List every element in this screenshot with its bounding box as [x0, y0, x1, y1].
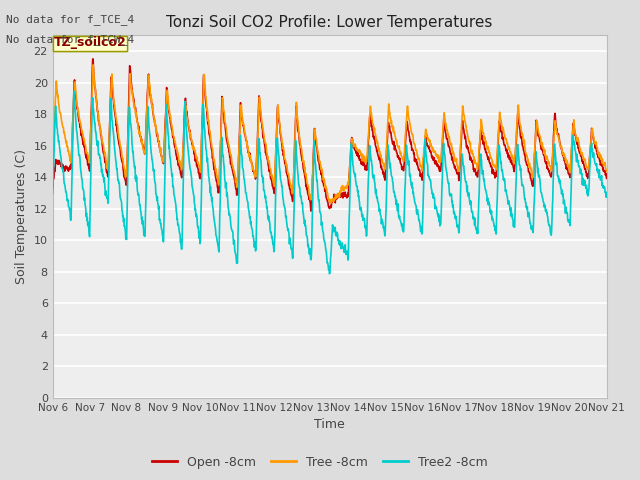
X-axis label: Time: Time	[314, 419, 345, 432]
Y-axis label: Soil Temperatures (C): Soil Temperatures (C)	[15, 149, 28, 284]
Text: No data for f_TCW_4: No data for f_TCW_4	[6, 34, 134, 45]
Title: Tonzi Soil CO2 Profile: Lower Temperatures: Tonzi Soil CO2 Profile: Lower Temperatur…	[166, 15, 493, 30]
Legend: Open -8cm, Tree -8cm, Tree2 -8cm: Open -8cm, Tree -8cm, Tree2 -8cm	[147, 451, 493, 474]
Text: No data for f_TCE_4: No data for f_TCE_4	[6, 14, 134, 25]
Legend: 	[53, 36, 127, 50]
